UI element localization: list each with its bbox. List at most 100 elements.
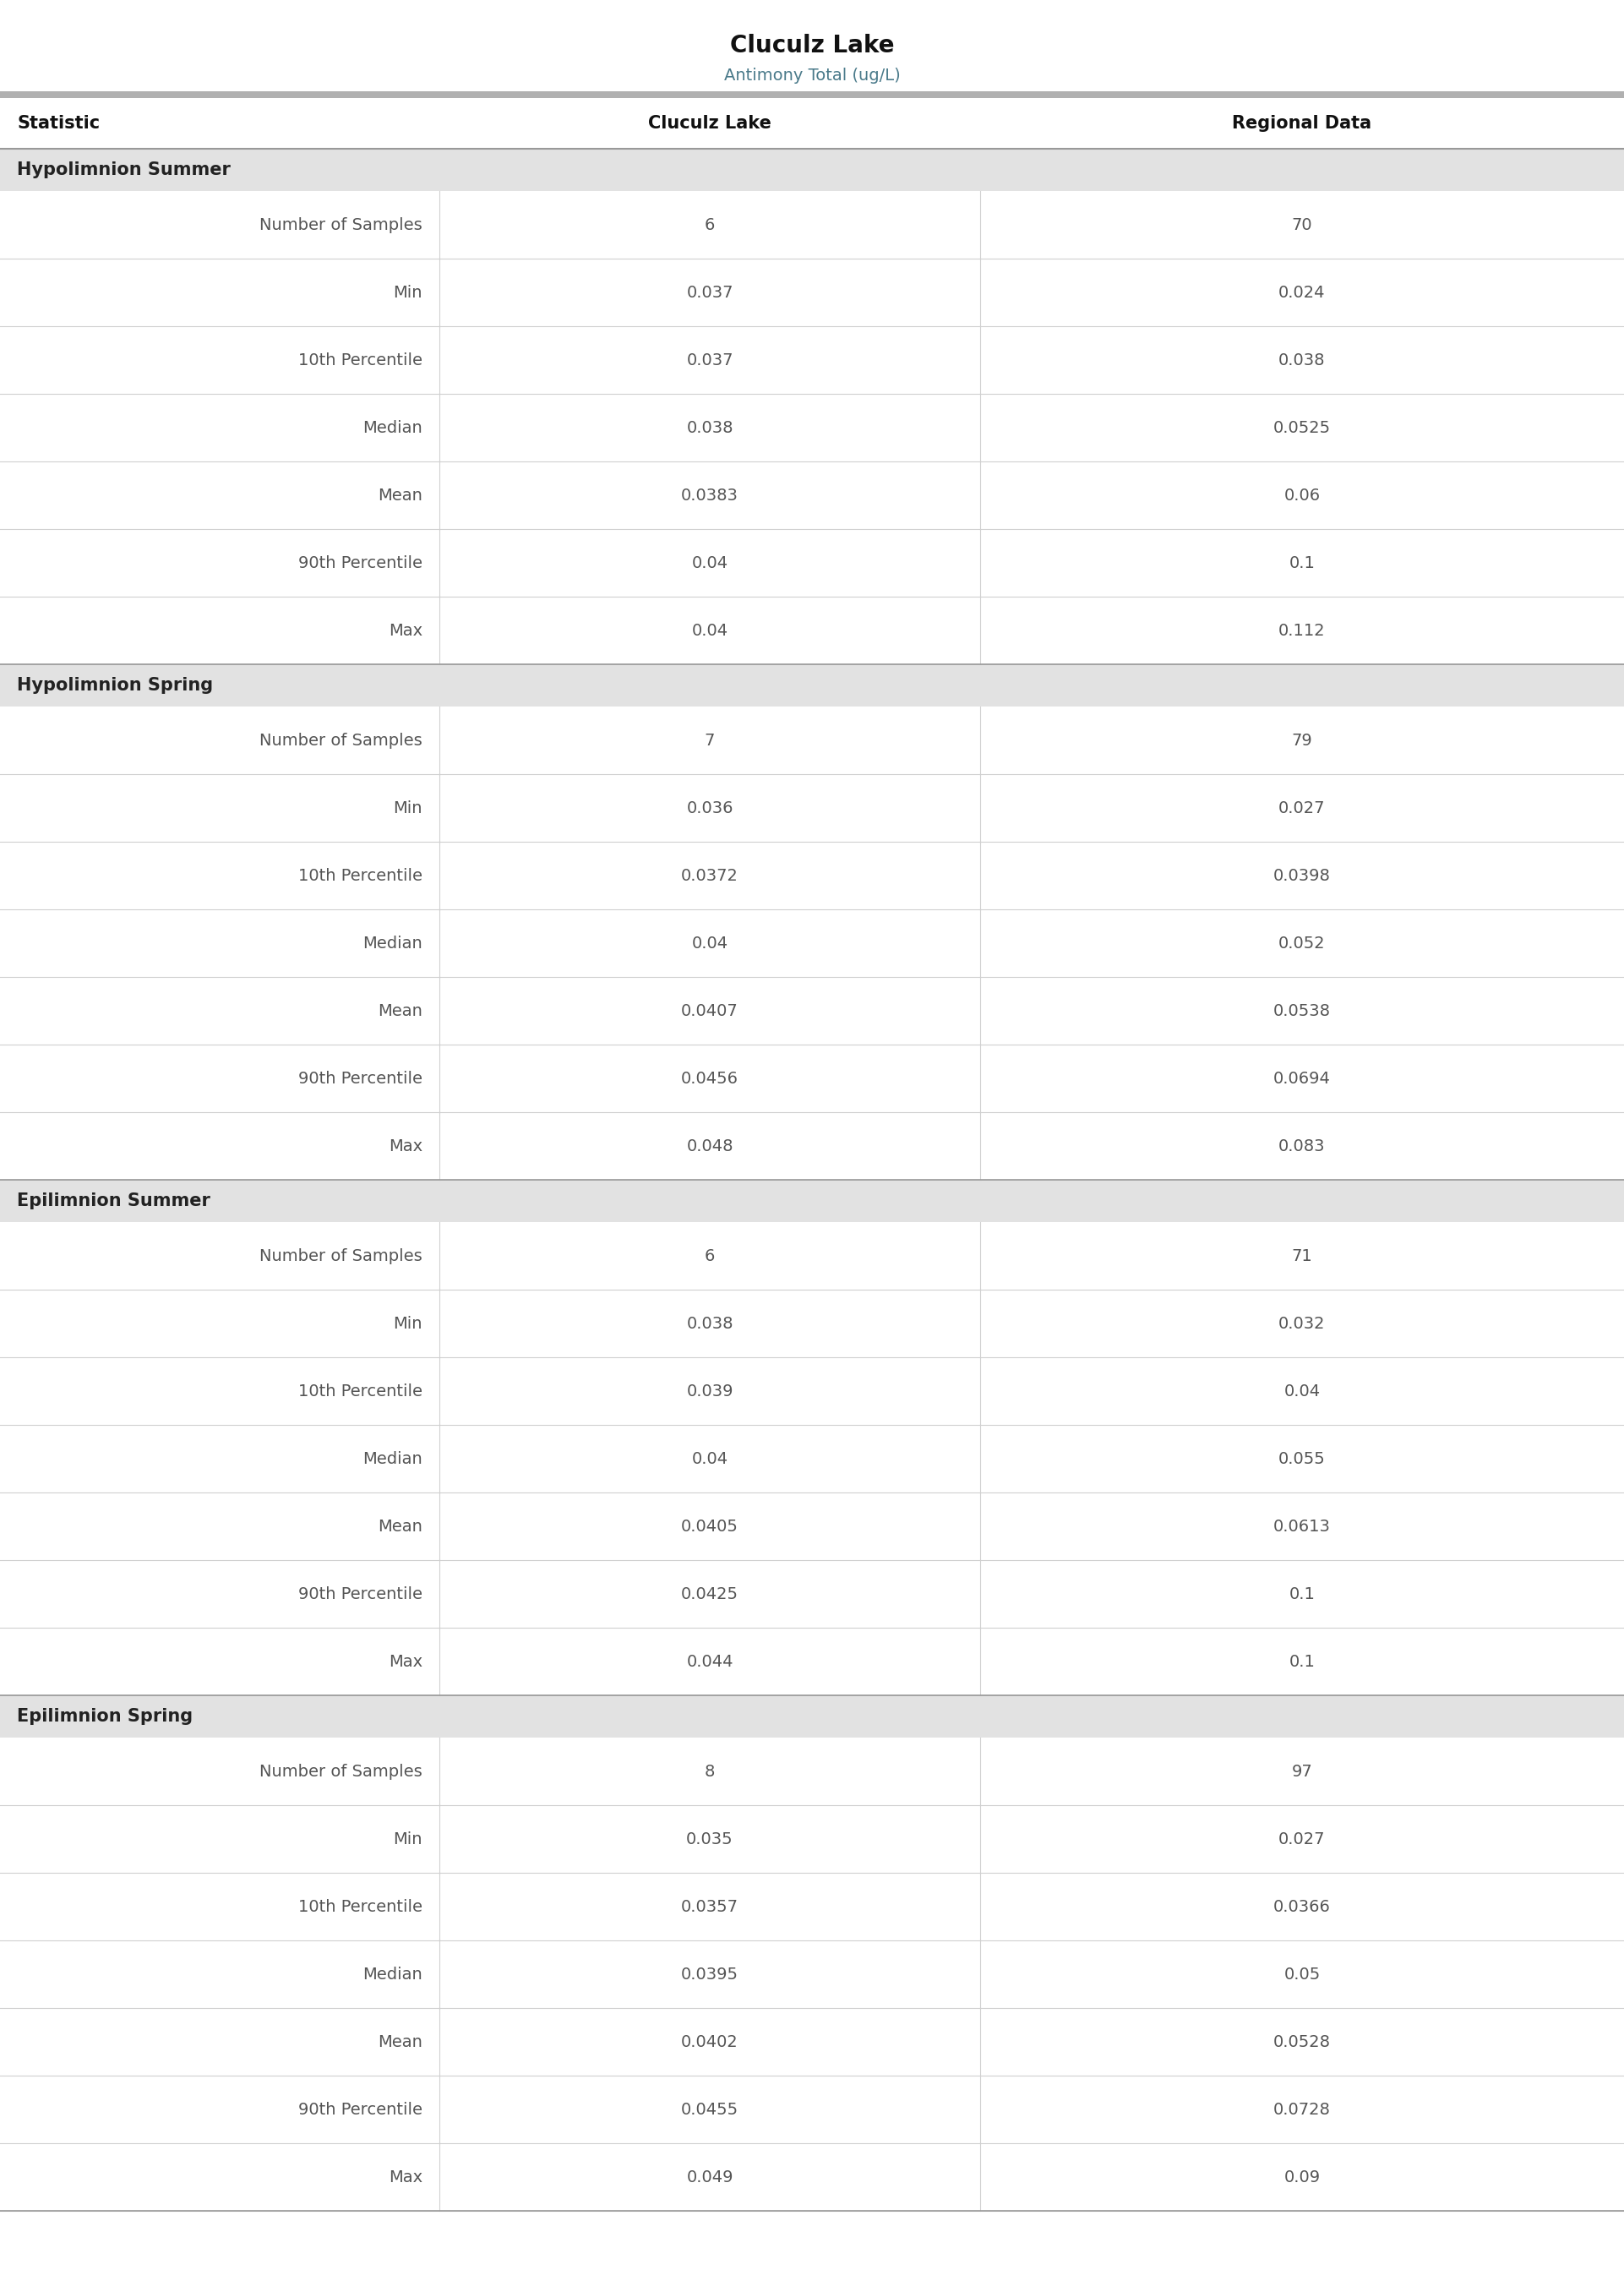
Text: 10th Percentile: 10th Percentile bbox=[299, 352, 422, 368]
Text: 0.0372: 0.0372 bbox=[680, 867, 739, 883]
Text: 0.0357: 0.0357 bbox=[680, 1898, 739, 1914]
Text: 0.0383: 0.0383 bbox=[680, 488, 739, 504]
Text: 0.0728: 0.0728 bbox=[1273, 2102, 1330, 2118]
Text: 0.024: 0.024 bbox=[1278, 284, 1325, 300]
Bar bbox=[0, 976, 1624, 1044]
Text: 0.083: 0.083 bbox=[1278, 1137, 1325, 1153]
Text: 0.112: 0.112 bbox=[1278, 622, 1325, 638]
Text: Median: Median bbox=[362, 935, 422, 951]
Text: Number of Samples: Number of Samples bbox=[260, 733, 422, 749]
Text: 0.05: 0.05 bbox=[1285, 1966, 1320, 1982]
Bar bbox=[0, 1559, 1624, 1628]
Bar bbox=[0, 1112, 1624, 1180]
Text: 0.039: 0.039 bbox=[687, 1382, 732, 1398]
Bar bbox=[0, 774, 1624, 842]
Text: 0.049: 0.049 bbox=[687, 2170, 732, 2186]
Text: Min: Min bbox=[393, 799, 422, 815]
Text: 0.048: 0.048 bbox=[687, 1137, 732, 1153]
Text: Median: Median bbox=[362, 1451, 422, 1466]
Text: 0.044: 0.044 bbox=[687, 1653, 732, 1668]
Text: Number of Samples: Number of Samples bbox=[260, 216, 422, 234]
Bar bbox=[0, 191, 1624, 259]
Text: 0.0455: 0.0455 bbox=[680, 2102, 739, 2118]
Bar bbox=[0, 1289, 1624, 1357]
Bar bbox=[0, 1737, 1624, 1805]
Bar bbox=[0, 98, 1624, 150]
Text: 0.0366: 0.0366 bbox=[1273, 1898, 1330, 1914]
Text: 0.04: 0.04 bbox=[692, 554, 728, 570]
Text: 0.0528: 0.0528 bbox=[1273, 2034, 1330, 2050]
Text: 0.0398: 0.0398 bbox=[1273, 867, 1330, 883]
Bar bbox=[0, 259, 1624, 327]
Bar bbox=[0, 910, 1624, 976]
Text: Epilimnion Spring: Epilimnion Spring bbox=[16, 1707, 193, 1725]
Bar bbox=[0, 327, 1624, 393]
Text: 0.037: 0.037 bbox=[687, 352, 732, 368]
Text: 0.038: 0.038 bbox=[1278, 352, 1325, 368]
Bar bbox=[0, 1426, 1624, 1491]
Text: 0.04: 0.04 bbox=[1285, 1382, 1320, 1398]
Text: Hypolimnion Summer: Hypolimnion Summer bbox=[16, 161, 231, 179]
Text: 6: 6 bbox=[705, 1249, 715, 1264]
Text: 0.1: 0.1 bbox=[1289, 1587, 1315, 1603]
Text: 0.09: 0.09 bbox=[1285, 2170, 1320, 2186]
Text: 0.06: 0.06 bbox=[1285, 488, 1320, 504]
Bar bbox=[0, 1491, 1624, 1559]
Text: 0.0395: 0.0395 bbox=[680, 1966, 739, 1982]
Text: 0.0425: 0.0425 bbox=[680, 1587, 739, 1603]
Text: 0.1: 0.1 bbox=[1289, 554, 1315, 570]
Text: Mean: Mean bbox=[378, 1519, 422, 1535]
Text: Mean: Mean bbox=[378, 488, 422, 504]
Text: Median: Median bbox=[362, 420, 422, 436]
Text: 0.055: 0.055 bbox=[1278, 1451, 1325, 1466]
Text: 0.04: 0.04 bbox=[692, 622, 728, 638]
Text: 70: 70 bbox=[1291, 216, 1312, 234]
Text: 90th Percentile: 90th Percentile bbox=[299, 554, 422, 570]
Bar bbox=[0, 91, 1624, 98]
Bar bbox=[0, 1357, 1624, 1426]
Text: 6: 6 bbox=[705, 216, 715, 234]
Text: 10th Percentile: 10th Percentile bbox=[299, 867, 422, 883]
Text: Cluculz Lake: Cluculz Lake bbox=[648, 116, 771, 132]
Text: Min: Min bbox=[393, 1314, 422, 1332]
Text: Max: Max bbox=[388, 622, 422, 638]
Text: 0.038: 0.038 bbox=[687, 420, 732, 436]
Text: 0.0613: 0.0613 bbox=[1273, 1519, 1330, 1535]
Bar bbox=[0, 1180, 1624, 1221]
Bar bbox=[0, 1696, 1624, 1737]
Text: 0.0407: 0.0407 bbox=[680, 1003, 739, 1019]
Bar bbox=[0, 1044, 1624, 1112]
Text: 8: 8 bbox=[705, 1764, 715, 1780]
Text: 0.038: 0.038 bbox=[687, 1314, 732, 1332]
Bar bbox=[0, 529, 1624, 597]
Text: 90th Percentile: 90th Percentile bbox=[299, 1071, 422, 1087]
Bar bbox=[0, 150, 1624, 191]
Text: 7: 7 bbox=[705, 733, 715, 749]
Text: Mean: Mean bbox=[378, 1003, 422, 1019]
Text: Cluculz Lake: Cluculz Lake bbox=[729, 34, 895, 57]
Text: 0.0538: 0.0538 bbox=[1273, 1003, 1330, 1019]
Text: 10th Percentile: 10th Percentile bbox=[299, 1898, 422, 1914]
Text: 0.037: 0.037 bbox=[687, 284, 732, 300]
Text: 0.035: 0.035 bbox=[687, 1832, 734, 1848]
Bar bbox=[0, 597, 1624, 665]
Bar bbox=[0, 2143, 1624, 2211]
Text: Epilimnion Summer: Epilimnion Summer bbox=[16, 1192, 209, 1210]
Text: Max: Max bbox=[388, 1653, 422, 1668]
Text: 0.0405: 0.0405 bbox=[680, 1519, 739, 1535]
Text: 0.04: 0.04 bbox=[692, 1451, 728, 1466]
Text: Number of Samples: Number of Samples bbox=[260, 1764, 422, 1780]
Bar bbox=[0, 1873, 1624, 1941]
Text: 0.0694: 0.0694 bbox=[1273, 1071, 1330, 1087]
Text: 0.0402: 0.0402 bbox=[680, 2034, 739, 2050]
Text: 10th Percentile: 10th Percentile bbox=[299, 1382, 422, 1398]
Text: 0.04: 0.04 bbox=[692, 935, 728, 951]
Text: 0.0456: 0.0456 bbox=[680, 1071, 739, 1087]
Bar bbox=[0, 665, 1624, 706]
Text: 90th Percentile: 90th Percentile bbox=[299, 2102, 422, 2118]
Text: 0.027: 0.027 bbox=[1278, 799, 1325, 815]
Bar bbox=[0, 2009, 1624, 2075]
Text: 0.052: 0.052 bbox=[1278, 935, 1325, 951]
Text: Mean: Mean bbox=[378, 2034, 422, 2050]
Bar bbox=[0, 2075, 1624, 2143]
